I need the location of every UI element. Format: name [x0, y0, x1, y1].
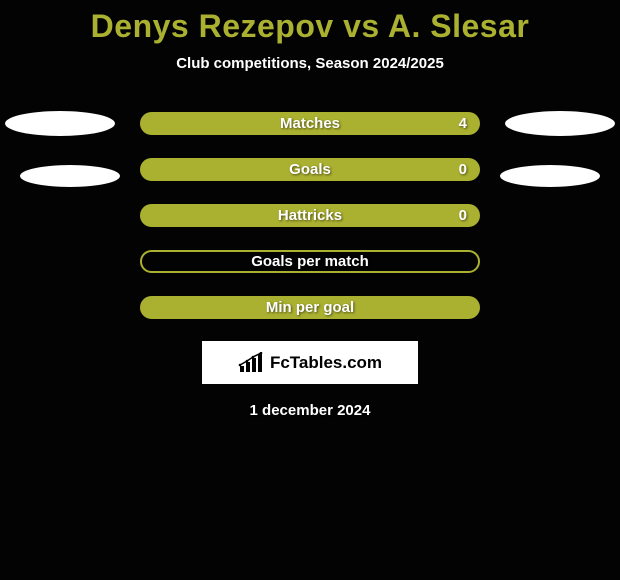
stat-label: Goals per match: [251, 253, 369, 270]
date-text: 1 december 2024: [0, 402, 620, 419]
stat-bar: Goals per match: [140, 250, 480, 273]
stat-label: Hattricks: [278, 207, 342, 224]
decor-ellipse: [5, 111, 115, 136]
stat-bar: Min per goal: [140, 296, 480, 319]
stat-row: Goals per match: [0, 250, 620, 273]
chart-icon: [238, 352, 266, 374]
stat-rows: Matches 4 Goals 0 Hattricks 0 Goals per match M…: [0, 112, 620, 319]
stat-label: Matches: [280, 115, 340, 132]
stat-value: 0: [459, 207, 467, 224]
stat-label: Min per goal: [266, 299, 354, 316]
stat-row: Min per goal: [0, 296, 620, 319]
decor-ellipse: [20, 165, 120, 187]
stat-row: Hattricks 0: [0, 204, 620, 227]
page-subtitle: Club competitions, Season 2024/2025: [0, 55, 620, 72]
page-title: Denys Rezepov vs A. Slesar: [0, 0, 620, 45]
logo-text: FcTables.com: [270, 353, 382, 373]
stat-row: Goals 0: [0, 158, 620, 181]
stat-row: Matches 4: [0, 112, 620, 135]
stat-label: Goals: [289, 161, 331, 178]
logo-box: FcTables.com: [202, 341, 418, 384]
stat-value: 4: [459, 115, 467, 132]
stat-bar: Hattricks 0: [140, 204, 480, 227]
decor-ellipse: [500, 165, 600, 187]
decor-ellipse: [505, 111, 615, 136]
stat-value: 0: [459, 161, 467, 178]
stat-bar: Goals 0: [140, 158, 480, 181]
stat-bar: Matches 4: [140, 112, 480, 135]
